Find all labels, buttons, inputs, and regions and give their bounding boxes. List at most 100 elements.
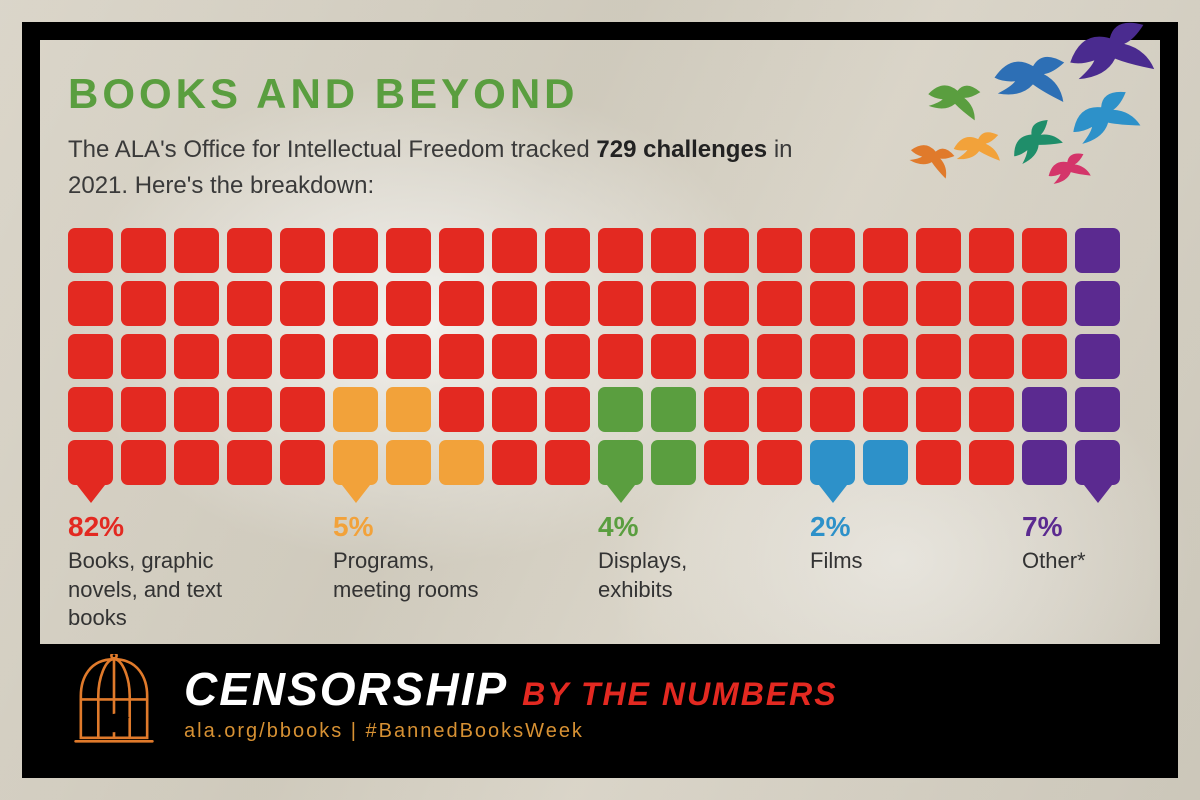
waffle-cell <box>68 387 113 432</box>
waffle-cell <box>386 440 431 485</box>
waffle-cell <box>1022 387 1067 432</box>
footer-link-hashtag: ala.org/bbooks | #BannedBooksWeek <box>184 720 838 743</box>
category-percent: 5% <box>333 511 479 543</box>
waffle-cell <box>68 334 113 379</box>
waffle-cell <box>1075 228 1120 273</box>
waffle-cell <box>969 228 1014 273</box>
waffle-cell <box>174 440 219 485</box>
waffle-cell <box>1022 440 1067 485</box>
waffle-cell <box>333 334 378 379</box>
waffle-row <box>68 334 1132 379</box>
waffle-cell <box>1075 440 1120 485</box>
category-label: 4%Displays, exhibits <box>598 485 687 604</box>
category-label: 2%Films <box>810 485 863 576</box>
waffle-cell <box>810 334 855 379</box>
category-percent: 2% <box>810 511 863 543</box>
waffle-cell <box>386 281 431 326</box>
birdcage-icon <box>70 654 158 750</box>
waffle-cell <box>68 281 113 326</box>
category-text: Other* <box>1022 547 1112 576</box>
waffle-cell <box>280 228 325 273</box>
waffle-cell <box>492 387 537 432</box>
waffle-cell <box>757 281 802 326</box>
waffle-cell <box>704 228 749 273</box>
waffle-cell <box>121 281 166 326</box>
waffle-cell <box>704 387 749 432</box>
pointer-triangle-icon <box>607 485 635 503</box>
waffle-cell <box>863 334 908 379</box>
waffle-cell <box>704 334 749 379</box>
waffle-cell <box>439 387 484 432</box>
subtitle-bold: 729 challenges <box>596 136 767 163</box>
waffle-cell <box>1075 281 1120 326</box>
waffle-cell <box>916 387 961 432</box>
waffle-cell <box>916 334 961 379</box>
category-percent: 82% <box>68 511 222 543</box>
waffle-cell <box>227 228 272 273</box>
waffle-cell <box>598 334 643 379</box>
waffle-cell <box>704 281 749 326</box>
category-percent: 7% <box>1022 511 1112 543</box>
waffle-cell <box>492 281 537 326</box>
waffle-cell <box>757 334 802 379</box>
waffle-row <box>68 440 1132 485</box>
waffle-cell <box>227 334 272 379</box>
waffle-cell <box>280 440 325 485</box>
waffle-cell <box>174 228 219 273</box>
waffle-cell <box>1022 281 1067 326</box>
waffle-cell <box>439 334 484 379</box>
pointer-triangle-icon <box>1084 485 1112 503</box>
waffle-cell <box>863 228 908 273</box>
waffle-cell <box>969 281 1014 326</box>
waffle-cell <box>598 228 643 273</box>
waffle-cell <box>333 440 378 485</box>
waffle-cell <box>863 281 908 326</box>
waffle-cell <box>333 281 378 326</box>
waffle-cell <box>757 228 802 273</box>
main-content: BOOKS AND BEYOND The ALA's Office for In… <box>40 40 1160 670</box>
waffle-cell <box>174 387 219 432</box>
waffle-cell <box>863 440 908 485</box>
waffle-cell <box>810 228 855 273</box>
waffle-cell <box>651 281 696 326</box>
waffle-cell <box>598 281 643 326</box>
waffle-cell <box>174 334 219 379</box>
waffle-cell <box>810 440 855 485</box>
waffle-cell <box>174 281 219 326</box>
waffle-cell <box>916 228 961 273</box>
waffle-cell <box>810 281 855 326</box>
waffle-cell <box>439 228 484 273</box>
waffle-cell <box>969 334 1014 379</box>
waffle-cell <box>916 281 961 326</box>
waffle-cell <box>68 440 113 485</box>
waffle-cell <box>280 281 325 326</box>
category-text: Programs, meeting rooms <box>333 547 479 604</box>
waffle-cell <box>492 334 537 379</box>
waffle-cell <box>757 440 802 485</box>
waffle-cell <box>227 281 272 326</box>
waffle-row <box>68 228 1132 273</box>
waffle-cell <box>280 387 325 432</box>
footer-title-block: CENSORSHIP BY THE NUMBERS ala.org/bbooks… <box>184 662 838 743</box>
category-label: 5% Programs, meeting rooms <box>333 485 479 604</box>
waffle-cell <box>704 440 749 485</box>
footer-bar: CENSORSHIP BY THE NUMBERS ala.org/bbooks… <box>40 644 1160 760</box>
subtitle-pre: The ALA's Office for Intellectual Freedo… <box>68 136 596 163</box>
waffle-cell <box>969 440 1014 485</box>
waffle-cell <box>386 334 431 379</box>
waffle-cell <box>545 440 590 485</box>
waffle-cell <box>1022 228 1067 273</box>
waffle-chart <box>68 228 1132 485</box>
waffle-cell <box>598 387 643 432</box>
waffle-cell <box>651 228 696 273</box>
waffle-cell <box>969 387 1014 432</box>
waffle-cell <box>492 440 537 485</box>
waffle-cell <box>386 387 431 432</box>
waffle-cell <box>68 228 113 273</box>
waffle-cell <box>333 387 378 432</box>
page-title: BOOKS AND BEYOND <box>68 70 1160 118</box>
pointer-triangle-icon <box>819 485 847 503</box>
category-label: 82%Books, graphic novels, and text books <box>68 485 222 633</box>
waffle-cell <box>227 387 272 432</box>
waffle-cell <box>1022 334 1067 379</box>
